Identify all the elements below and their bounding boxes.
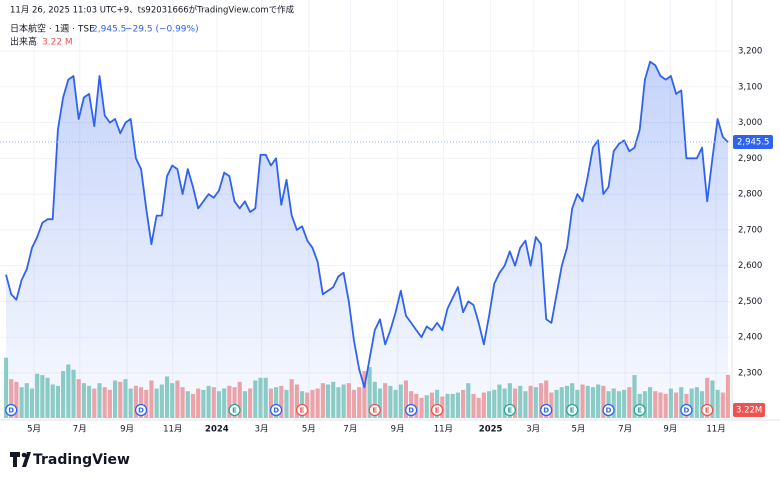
y-tick-label: 3,100 <box>738 82 762 92</box>
event-marker <box>368 403 381 417</box>
event-marker <box>566 403 579 417</box>
price-badge: 2,945.5 <box>737 138 769 148</box>
event-marker <box>228 403 241 417</box>
x-tick-label: 11月 <box>706 425 725 435</box>
event-label: D <box>543 407 549 415</box>
area-fill <box>6 61 728 418</box>
plot-area <box>0 0 780 421</box>
logo-dot <box>21 452 27 458</box>
last-price: 2,945.5 <box>92 25 126 35</box>
event-label: E <box>637 407 642 415</box>
x-tick-label: 3月 <box>526 425 540 435</box>
event-label: E <box>705 407 710 415</box>
price-line <box>5 60 729 389</box>
y-tick-label: 2,700 <box>738 225 762 235</box>
x-tick-label: 2025 <box>479 425 503 435</box>
volume-title: 出来高 <box>10 36 37 48</box>
event-label: D <box>8 407 14 415</box>
event-label: D <box>606 407 612 415</box>
event-label: E <box>435 407 440 415</box>
event-label: E <box>372 407 377 415</box>
x-tick-label: 11月 <box>163 425 182 435</box>
event-label: E <box>300 407 305 415</box>
y-tick-label: 3,200 <box>738 47 762 57</box>
x-tick-label: 9月 <box>663 425 677 435</box>
x-tick-label: 3月 <box>255 425 269 435</box>
brand-name: TradingView <box>33 452 130 468</box>
logo-mark <box>10 452 31 467</box>
event-label: E <box>570 407 575 415</box>
brand-logo: TradingView <box>10 452 130 468</box>
event-label: D <box>138 407 144 415</box>
event-marker <box>503 403 516 417</box>
x-tick-label: 5月 <box>27 425 41 435</box>
event-marker <box>701 403 714 417</box>
event-marker <box>633 403 646 417</box>
x-tick-label: 7月 <box>618 425 632 435</box>
x-tick-label: 2024 <box>205 425 229 435</box>
event-label: E <box>507 407 512 415</box>
event-label: D <box>684 407 690 415</box>
volume-badge: 3.22M <box>736 406 762 416</box>
event-label: E <box>232 407 237 415</box>
event-marker <box>295 403 309 417</box>
price-badge-bg <box>733 135 773 150</box>
caption: 11月 26, 2025 11:03 UTC+9、ts92031666がTrad… <box>10 5 295 16</box>
volume-last: 3.22 M <box>42 38 73 48</box>
event-label: D <box>273 407 279 415</box>
y-tick-label: 2,300 <box>738 369 762 379</box>
event-marker <box>430 403 444 417</box>
chart-title: 日本航空 · 1週 · TSE <box>10 23 95 35</box>
x-tick-label: 5月 <box>571 425 585 435</box>
x-tick-label: 9月 <box>120 425 134 435</box>
y-tick-label: 2,800 <box>738 190 762 200</box>
price-change: −29.5 (−0.99%) <box>125 25 199 35</box>
y-tick-label: 2,400 <box>738 333 762 343</box>
event-marker <box>602 403 615 417</box>
event-marker <box>680 403 693 417</box>
volume-badge-bg <box>733 403 765 417</box>
y-tick-label: 2,900 <box>738 154 762 164</box>
x-tick-label: 11月 <box>434 425 453 435</box>
y-tick-label: 2,500 <box>738 297 762 307</box>
y-tick-label: 2,600 <box>738 261 762 271</box>
x-tick-label: 7月 <box>343 425 357 435</box>
event-marker <box>405 403 418 417</box>
event-marker <box>269 403 283 417</box>
x-tick-label: 5月 <box>302 425 316 435</box>
event-marker <box>134 403 148 417</box>
event-marker <box>540 403 553 417</box>
event-marker <box>5 403 18 417</box>
x-tick-label: 7月 <box>73 425 87 435</box>
x-tick-label: 9月 <box>391 425 405 435</box>
y-tick-label: 3,000 <box>738 118 762 128</box>
event-label: D <box>408 407 414 415</box>
